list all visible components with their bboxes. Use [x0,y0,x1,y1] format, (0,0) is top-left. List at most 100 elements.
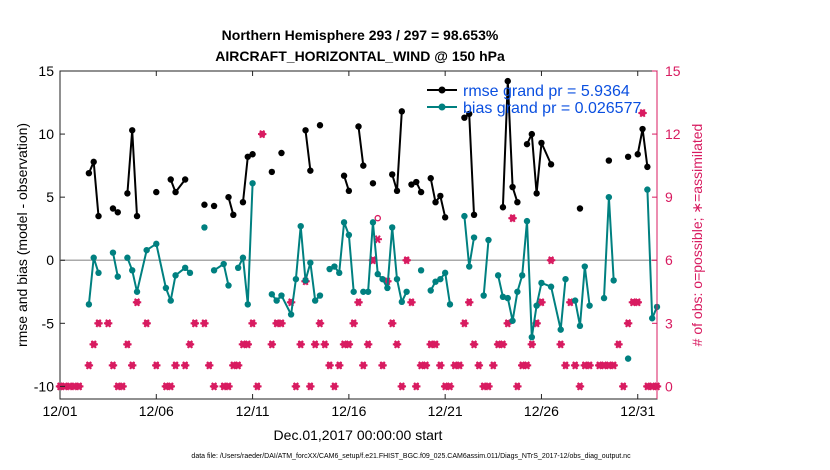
obs-assimilated-marker [421,361,431,370]
obs-assimilated-marker [267,340,277,349]
obs-assimilated-marker [474,361,484,370]
rmse-point [639,125,646,133]
asterisk-stroke [317,319,323,328]
bias-point [273,297,280,304]
obs-assimilated-marker [508,214,517,223]
asterisk-stroke [249,319,256,328]
asterisk-stroke [345,340,352,349]
rmse-point [239,199,247,206]
y2-tick-label: 3 [665,315,673,331]
rmse-point [124,190,131,197]
rmse-point [509,183,516,191]
asterisk-stroke [225,382,232,391]
asterisk-stroke [562,361,569,370]
obs-assimilated-marker [335,361,344,370]
asterisk-stroke [572,361,579,370]
obs-assimilated-marker [522,361,532,370]
obs-assimilated-marker [407,298,416,307]
rmse-point [302,127,309,134]
asterisk-stroke [422,361,429,370]
bias-point [278,292,285,299]
y2-tick-label: 0 [665,378,673,394]
bias-point [547,283,555,290]
rmse-point [499,204,507,211]
bias-point [167,297,174,304]
asterisk-stroke [451,361,458,370]
bias-point [244,301,251,308]
asterisk-stroke [365,340,372,349]
obs-assimilated-marker [152,361,161,370]
asterisk-stroke [90,340,97,349]
bias-point [605,193,613,201]
rmse-point [547,161,555,168]
asterisk-stroke [432,340,439,349]
bias-point [504,294,511,302]
obs-assimilated-marker [306,382,315,391]
asterisk-stroke [475,361,482,370]
obs-assimilated-marker [436,361,445,370]
bias-point [162,284,170,292]
asterisk-stroke [610,361,617,370]
asterisk-stroke [629,298,636,307]
obs-assimilated-marker [363,340,373,349]
asterisk-stroke [437,361,444,370]
obs-assimilated-marker [185,340,195,349]
asterisk-stroke [466,298,473,307]
legend-rmse-marker [438,86,446,94]
obs-assimilated-marker [585,361,594,370]
asterisk-stroke [528,340,535,349]
asterisk-stroke [485,382,492,391]
bias-point [268,291,276,298]
bias-point [610,277,617,284]
legend-bias-label: bias grand pr = 0.026577 [463,100,641,117]
obs-assimilated-marker [378,361,387,370]
asterisk-stroke [447,382,453,391]
asterisk-stroke [634,298,641,307]
obs-assimilated-marker [546,256,556,265]
obs-assimilated-marker [527,340,537,349]
bias-point [124,254,131,261]
rmse-point [369,180,377,187]
bias-point [364,288,372,295]
bias-point [466,263,473,270]
asterisk-stroke [596,361,603,370]
obs-assimilated-marker [330,382,339,391]
asterisk-stroke [230,361,237,370]
asterisk-stroke [350,319,357,328]
bias-point [427,287,434,294]
bias-point [181,264,189,271]
obs-assimilated-marker [609,361,618,370]
asterisk-stroke [533,319,540,328]
rmse-point [470,211,478,219]
asterisk-stroke [206,361,213,370]
obs-assimilated-marker [344,340,354,349]
obs-assimilated-marker [118,382,127,391]
obs-assimilated-marker [402,256,411,265]
bias-point [340,219,348,226]
obs-assimilated-marker [243,340,252,349]
rmse-point [109,205,117,212]
rmse-point [316,122,324,129]
asterisk-stroke [268,340,275,349]
asterisk-stroke [379,361,386,370]
bias-point [403,288,410,295]
asterisk-stroke [201,319,208,328]
asterisk-stroke [124,340,131,349]
bias-point [644,186,651,193]
asterisk-stroke [143,319,150,328]
bias-point [345,231,353,239]
asterisk-stroke [567,298,574,307]
obs-assimilated-marker [123,340,132,349]
y2-tick-label: 15 [665,63,681,79]
rmse-point [172,188,179,196]
rmse-point [345,187,353,195]
asterisk-stroke [601,361,608,370]
obs-assimilated-marker [638,108,647,118]
obs-assimilated-marker [253,382,262,391]
asterisk-stroke [427,340,434,349]
bias-point [210,267,218,274]
rmse-point [249,151,256,158]
obs-assimilated-marker [469,340,479,349]
rmse-point [437,192,444,200]
